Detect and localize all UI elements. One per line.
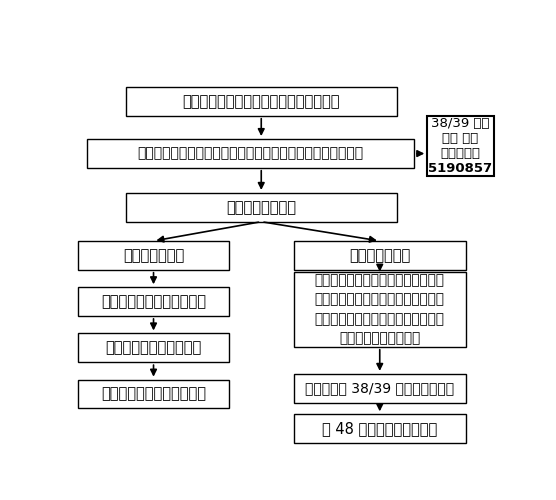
FancyBboxPatch shape [294,414,466,443]
FancyBboxPatch shape [78,380,229,408]
FancyBboxPatch shape [294,272,466,347]
Text: 开具《异地直接结算单》: 开具《异地直接结算单》 [106,340,202,355]
FancyBboxPatch shape [87,139,414,168]
FancyBboxPatch shape [126,193,397,222]
Text: 工医 保窗: 工医 保窗 [443,132,479,144]
FancyBboxPatch shape [294,374,466,402]
Text: 本市行政区域外: 本市行政区域外 [349,248,410,263]
FancyBboxPatch shape [294,241,466,270]
FancyBboxPatch shape [427,116,494,176]
Text: 由急诊发生地医保机构确认: 由急诊发生地医保机构确认 [101,294,206,309]
FancyBboxPatch shape [78,241,229,270]
Text: 38/39 号职: 38/39 号职 [431,117,490,130]
Text: 口，电话：: 口，电话： [440,146,480,160]
Text: 5190857: 5190857 [429,162,493,174]
Text: 工作人员登记备案: 工作人员登记备案 [226,200,296,215]
FancyBboxPatch shape [78,334,229,362]
Text: 费用可直接在经治医院结算: 费用可直接在经治医院结算 [101,386,206,402]
Text: 参保职工出院之后持医疗费用发票、
住院费用清单、住院病历复印件、单
位开具的出差或探亲证明及医院急诊
证明、身份证、社保卡: 参保职工出院之后持医疗费用发票、 住院费用清单、住院病历复印件、单 位开具的出差… [315,273,445,345]
Text: 参保职工探亲或出差在外地医院发生急诊: 参保职工探亲或出差在外地医院发生急诊 [182,94,340,109]
Text: 本市行政区域内: 本市行政区域内 [123,248,184,263]
Text: 到职工医保 38/39 号窗口审核费用: 到职工医保 38/39 号窗口审核费用 [305,381,454,395]
Text: 发生急诊三日之内向社保中心职工医保科电话备案，说明详情: 发生急诊三日之内向社保中心职工医保科电话备案，说明详情 [137,146,364,160]
FancyBboxPatch shape [126,87,397,116]
FancyBboxPatch shape [78,287,229,316]
Text: 到 48 号待遇支付窗口报销: 到 48 号待遇支付窗口报销 [322,421,438,436]
